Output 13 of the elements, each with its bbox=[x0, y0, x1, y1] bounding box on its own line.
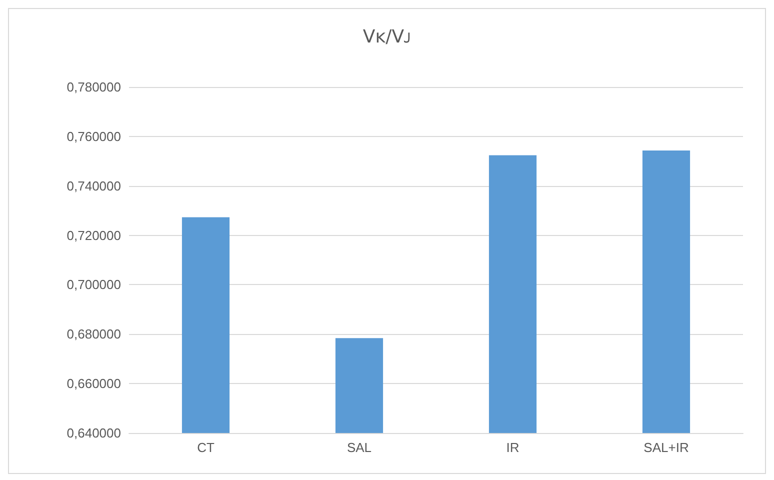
x-tick-label: CT bbox=[197, 440, 214, 455]
y-tick-label: 0,700000 bbox=[66, 277, 121, 292]
x-tick-label: SAL+IR bbox=[644, 440, 689, 455]
x-tick-label: SAL bbox=[346, 440, 372, 455]
y-tick-label: 0,760000 bbox=[66, 128, 121, 144]
y-tick-label: 0,740000 bbox=[66, 178, 121, 194]
y-tick-label: 0,720000 bbox=[66, 228, 121, 243]
y-tick-label: 0,780000 bbox=[66, 80, 121, 94]
chart-title: Vᴋ/Vᴊ bbox=[362, 26, 412, 48]
y-tick-label: 0,640000 bbox=[66, 426, 121, 440]
x-tick-label: IR bbox=[506, 440, 520, 455]
y-tick-label: 0,660000 bbox=[66, 376, 121, 392]
y-tick-label: 0,680000 bbox=[66, 326, 121, 342]
